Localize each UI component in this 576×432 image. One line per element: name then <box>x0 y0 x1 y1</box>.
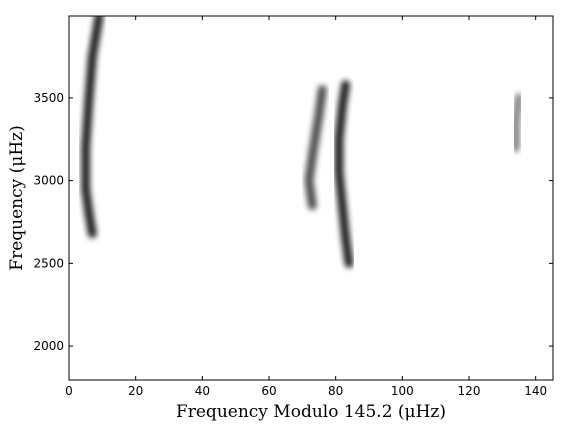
x-tick-label: 60 <box>261 384 276 398</box>
x-tick-label: 120 <box>458 384 481 398</box>
power-ridge <box>334 80 354 268</box>
y-tick-label: 2500 <box>33 256 64 270</box>
x-tick-label: 140 <box>524 384 547 398</box>
x-tick-label: 40 <box>195 384 210 398</box>
y-tick-label: 2000 <box>33 339 64 353</box>
x-tick-label: 80 <box>328 384 343 398</box>
power-ridge <box>511 93 524 153</box>
y-tick-label: 3000 <box>33 174 64 188</box>
x-tick-label: 0 <box>65 384 73 398</box>
y-tick-label: 3500 <box>33 91 64 105</box>
x-tick-label: 20 <box>128 384 143 398</box>
power-ridge <box>304 85 327 210</box>
frame <box>68 15 554 381</box>
heatmap <box>81 16 524 328</box>
power-ridge <box>81 16 104 239</box>
x-axis-title: Frequency Modulo 145.2 (μHz) <box>176 402 446 422</box>
y-axis-title: Frequency (μHz) <box>7 125 27 270</box>
x-tick-label: 100 <box>391 384 414 398</box>
